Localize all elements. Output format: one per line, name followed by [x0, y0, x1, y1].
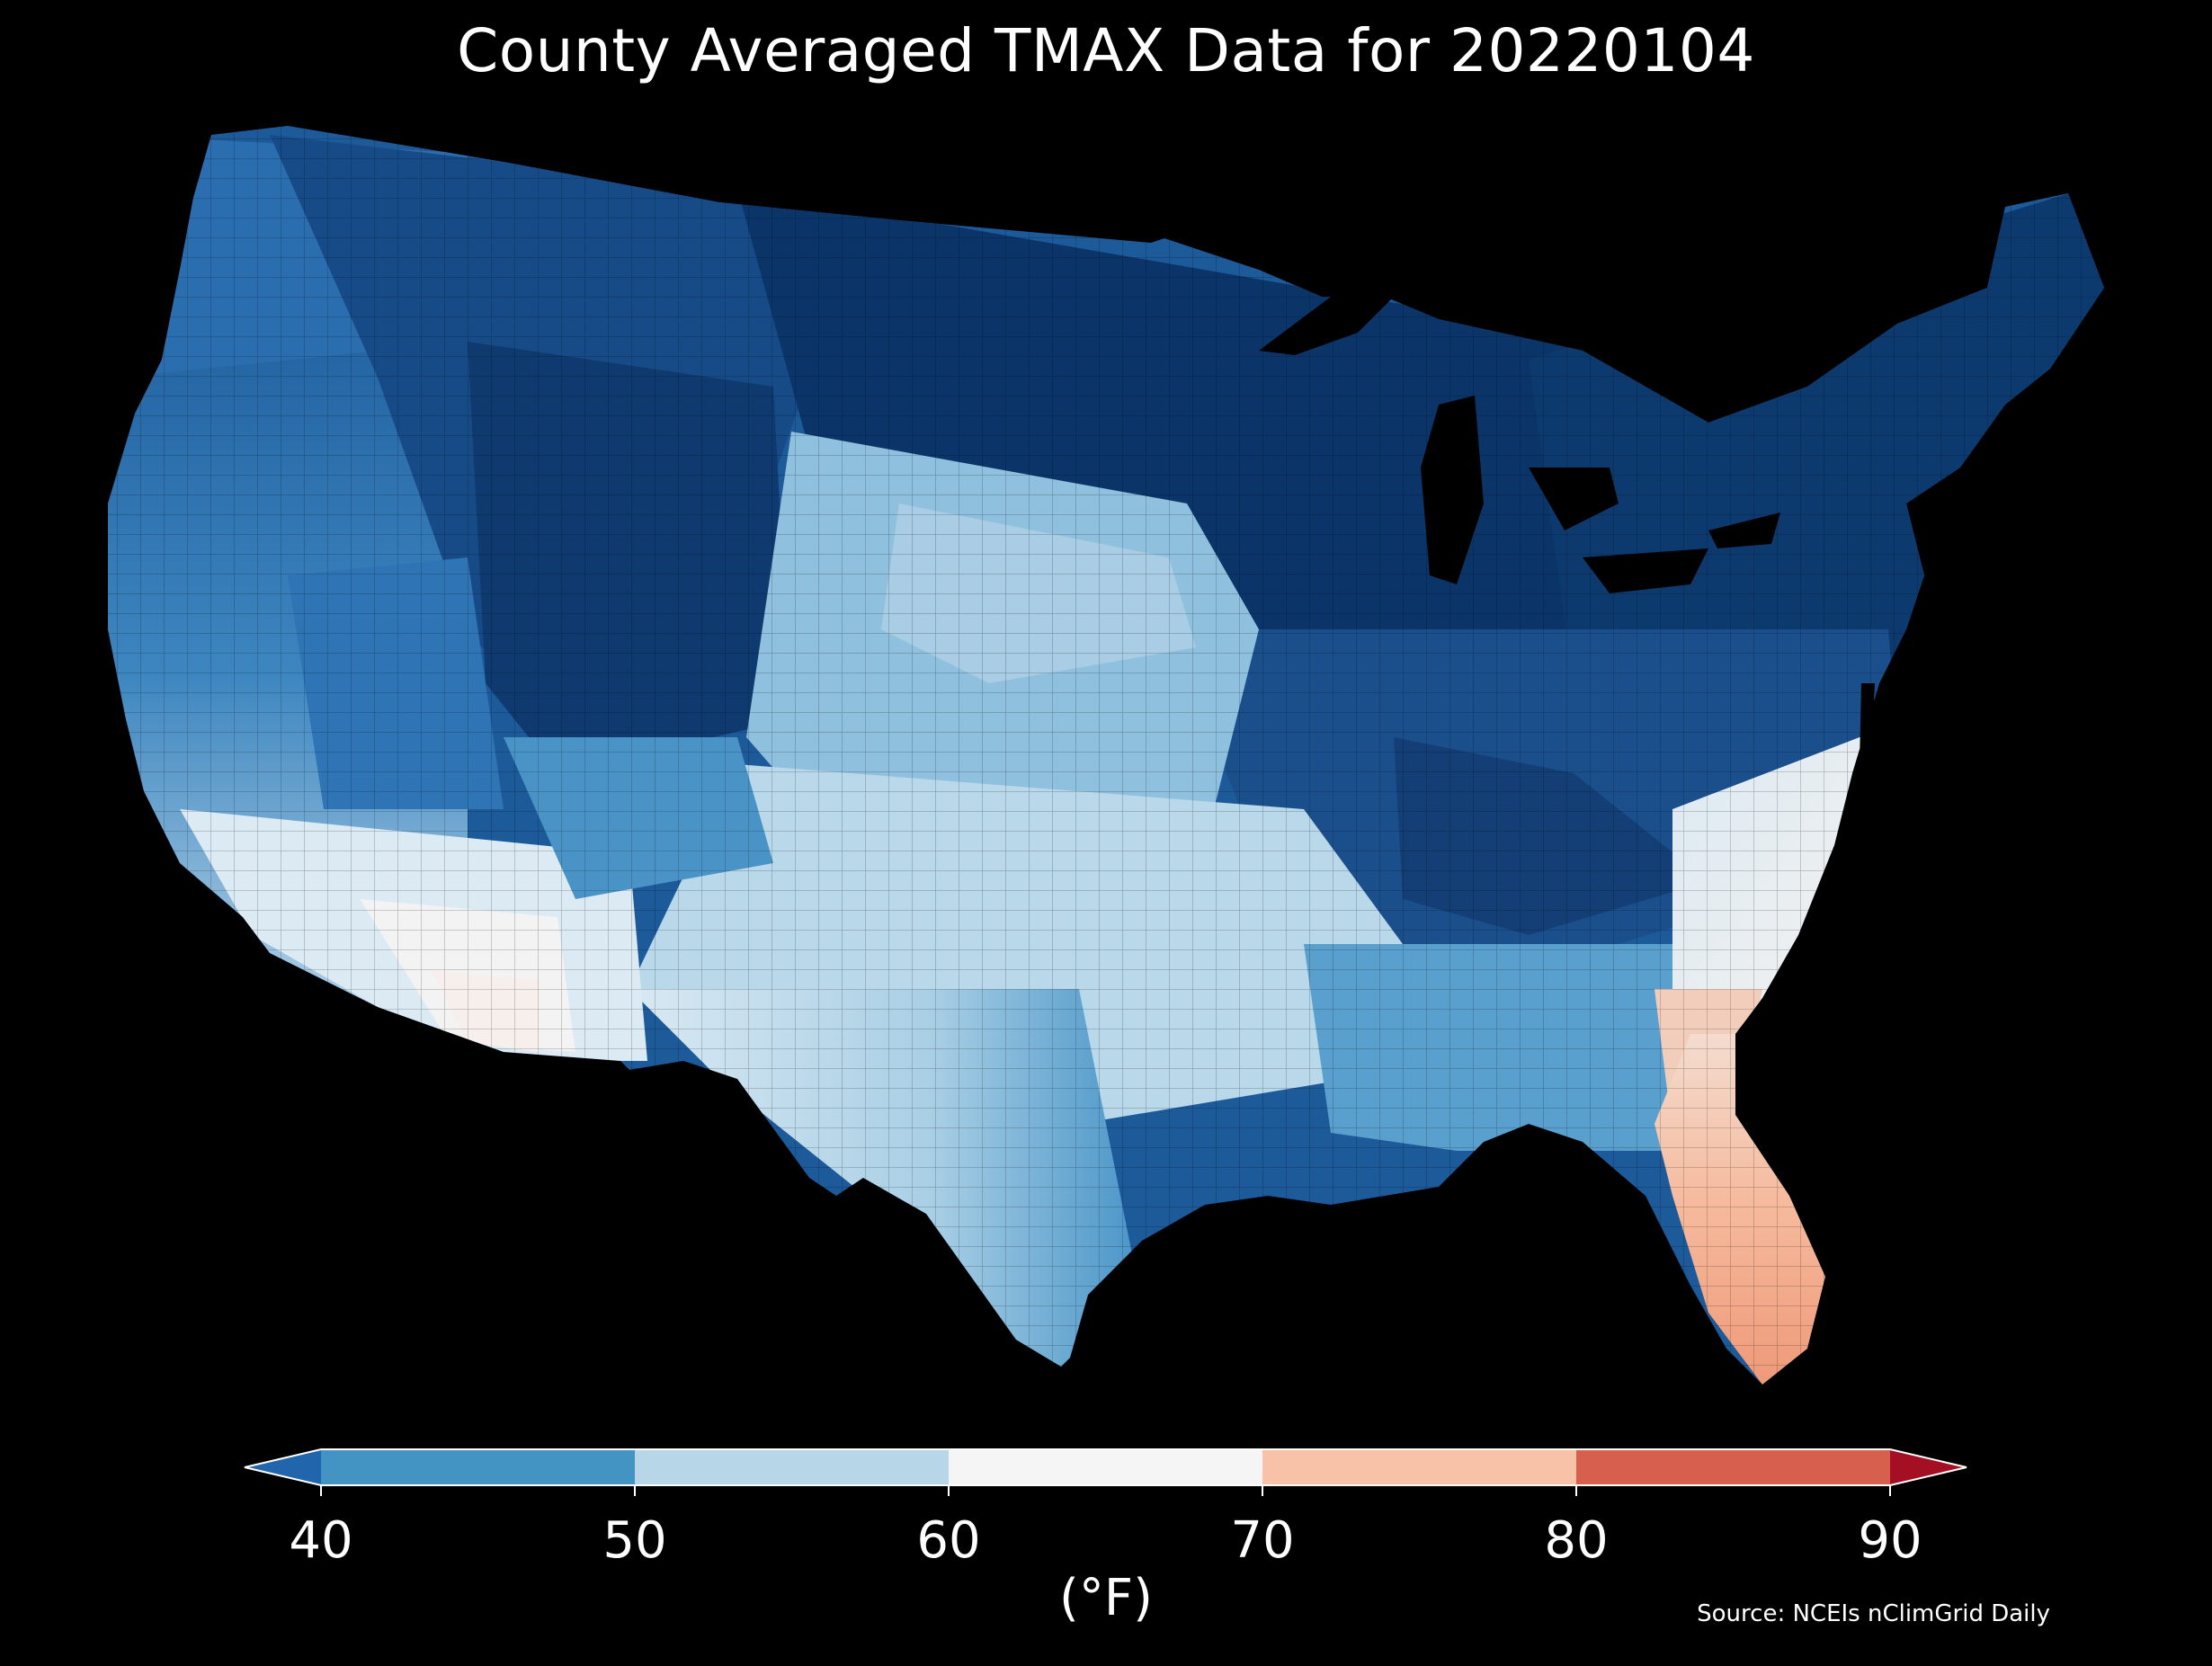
colorbar-tick-label: 80	[1544, 1511, 1608, 1570]
colorbar-bin-50-60	[635, 1449, 949, 1485]
colorbar-bin-70-80	[1262, 1449, 1576, 1485]
colorbar-bin-40-50	[321, 1449, 635, 1485]
chart-title: County Averaged TMAX Data for 20220104	[457, 16, 1755, 85]
colorbar-extend-high	[1890, 1449, 1967, 1485]
colorbar-tick-label: 50	[602, 1511, 666, 1570]
us-county-map	[108, 126, 2104, 1385]
chesapeake-bay	[1860, 683, 1875, 773]
colorbar-tick-label: 60	[916, 1511, 980, 1570]
colorbar-bin-60-70	[949, 1449, 1262, 1485]
colorbar-unit-label: (°F)	[1059, 1569, 1153, 1627]
colorbar-bin-80-90	[1576, 1449, 1890, 1485]
source-caption: Source: NCEIs nClimGrid Daily	[1697, 1600, 2050, 1627]
great-lakes	[1259, 288, 1780, 593]
colorbar: 40 50 60 70 80 90	[0, 1439, 2212, 1666]
map-land	[108, 126, 2104, 1385]
colorbar-extend-low	[245, 1449, 321, 1485]
colorbar-tick-label: 70	[1230, 1511, 1294, 1570]
colorbar-tick-label: 40	[289, 1511, 352, 1570]
colorbar-tick-label: 90	[1858, 1511, 1922, 1570]
